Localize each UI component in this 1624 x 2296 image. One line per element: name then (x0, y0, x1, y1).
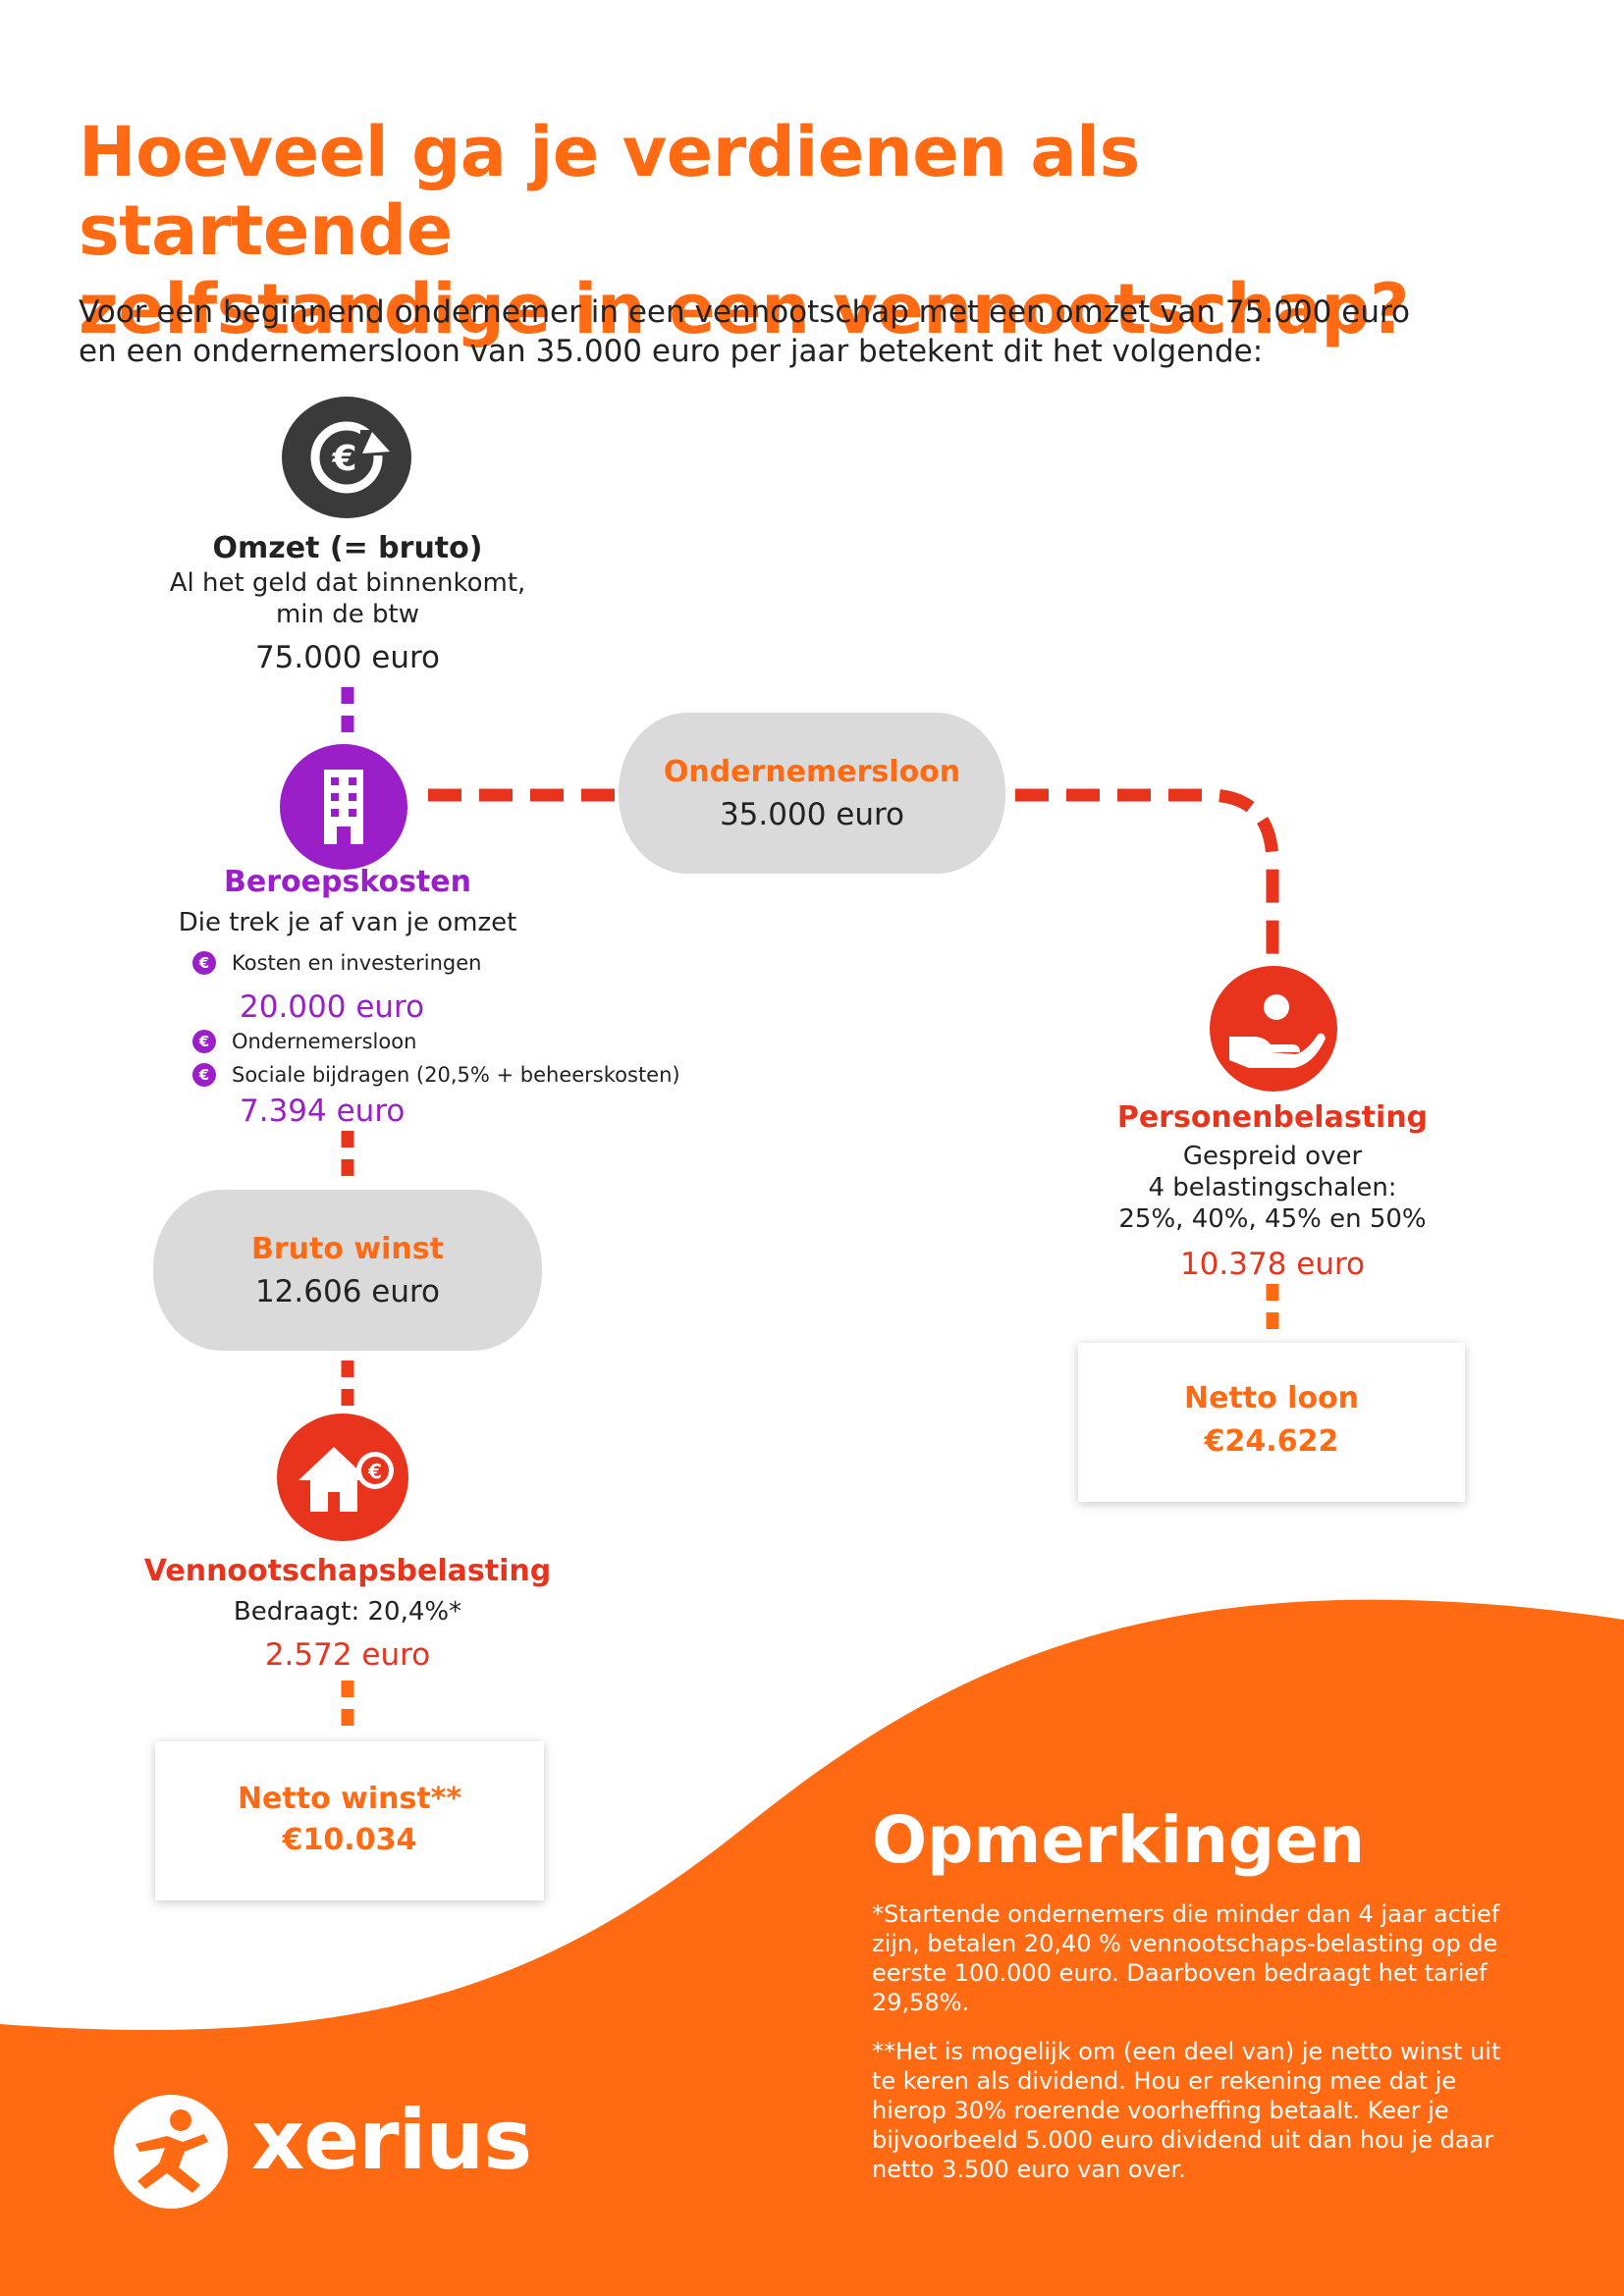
ondernemersloon-pill: Ondernemersloon 35.000 euro (619, 713, 1005, 874)
house-euro-icon: € (277, 1414, 408, 1541)
personenbelasting-value: 10.378 euro (1179, 1247, 1366, 1282)
remark-note-2: **Het is mogelijk om (een deel van) je n… (872, 2038, 1501, 2183)
omzet-block: Omzet (= bruto) Al het geld dat binnenko… (102, 530, 593, 677)
ondernemersloon-value: 35.000 euro (719, 797, 905, 832)
omzet-heading: Omzet (= bruto) (212, 531, 483, 565)
svg-text:€: € (331, 439, 356, 479)
list-item-sociale-bijdragen: € Sociale bijdragen (20,5% + beheerskost… (192, 1062, 680, 1088)
xerius-wordmark: xerius (251, 2092, 532, 2188)
netto-loon-heading: Netto loon (1183, 1381, 1360, 1415)
remarks-title: Opmerkingen (872, 1802, 1365, 1878)
page-title: Hoeveel ga je verdienen als startende ze… (79, 112, 1410, 349)
personenbelasting-desc-1: Gespreid over (1182, 1142, 1363, 1171)
netto-winst-value: €10.034 (282, 1823, 417, 1857)
remark-note-1: *Startende ondernemers die minder dan 4 … (872, 1900, 1500, 2016)
hand-person-icon (1210, 966, 1337, 1092)
euro-refresh-icon: € (282, 397, 411, 518)
intro-text: Voor een beginnend ondernemer in een ven… (79, 294, 1411, 369)
bruto-winst-value: 12.606 euro (254, 1274, 441, 1309)
svg-text:€: € (367, 1460, 382, 1483)
omzet-desc-1: Al het geld dat binnenkomt, (169, 568, 526, 598)
ondernemersloon-heading: Ondernemersloon (663, 755, 961, 789)
euro-bullet-icon: € (192, 951, 216, 975)
omzet-desc-2: min de btw (275, 600, 420, 629)
beroepskosten-heading-block: Beroepskosten Die trek je af van je omze… (102, 864, 593, 938)
beroepskosten-desc: Die trek je af van je omzet (178, 908, 517, 937)
list-item-ondernemersloon: € Ondernemersloon (192, 1029, 416, 1054)
omzet-value: 75.000 euro (254, 640, 441, 675)
personenbelasting-desc-3: 25%, 40%, 45% en 50% (1118, 1204, 1427, 1234)
personenbelasting-desc-2: 4 belastingschalen: (1148, 1173, 1397, 1202)
vennootschapsbelasting-desc: Bedraagt: 20,4%* (233, 1597, 462, 1627)
netto-winst-heading: Netto winst** (237, 1782, 462, 1816)
vennootschapsbelasting-heading: Vennootschapsbelasting (143, 1554, 552, 1588)
netto-loon-value: €24.622 (1204, 1424, 1339, 1459)
vennootschapsbelasting-value: 2.572 euro (264, 1637, 431, 1673)
personenbelasting-block: Personenbelasting Gespreid over 4 belast… (1027, 1099, 1518, 1284)
beroepskosten-heading: Beroepskosten (224, 865, 471, 899)
personenbelasting-heading: Personenbelasting (1116, 1100, 1429, 1135)
beroepskosten-value-2: 7.394 euro (240, 1094, 406, 1129)
beroepskosten-value-1: 20.000 euro (240, 989, 425, 1025)
bruto-winst-pill: Bruto winst 12.606 euro (153, 1190, 542, 1351)
xerius-logo: xerius (110, 2091, 660, 2209)
office-building-icon (280, 744, 407, 870)
running-figure-logo (114, 2095, 228, 2209)
netto-loon-card: Netto loon €24.622 (1078, 1343, 1465, 1502)
euro-bullet-icon: € (192, 1063, 216, 1087)
euro-bullet-icon: € (192, 1030, 216, 1053)
vennootschapsbelasting-block: Vennootschapsbelasting Bedraagt: 20,4%* … (102, 1553, 593, 1675)
list-item-kosten: € Kosten en investeringen (192, 950, 481, 976)
netto-winst-card: Netto winst** €10.034 (155, 1741, 544, 1900)
bruto-winst-heading: Bruto winst (251, 1232, 444, 1266)
